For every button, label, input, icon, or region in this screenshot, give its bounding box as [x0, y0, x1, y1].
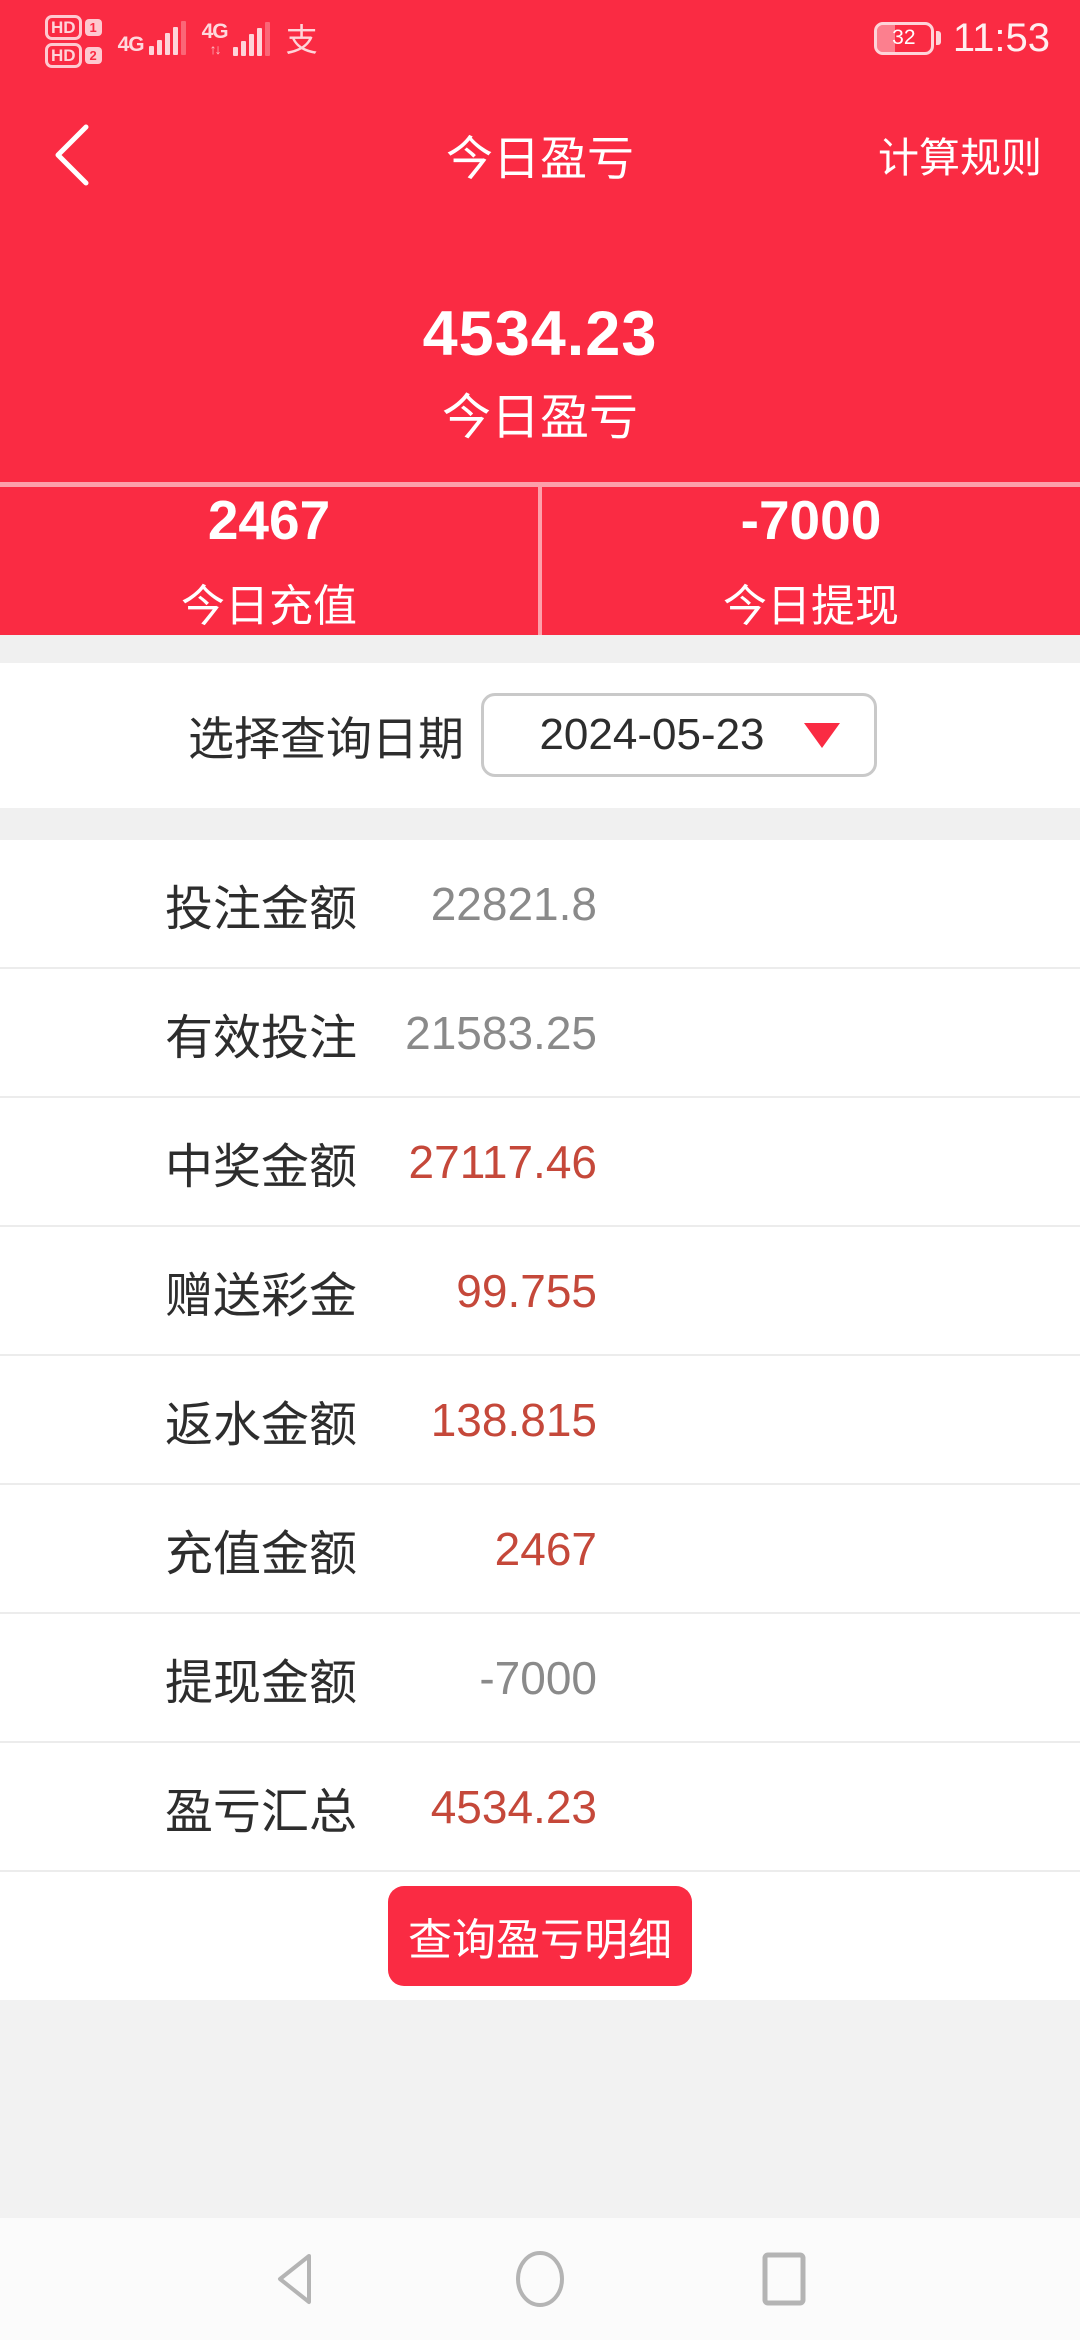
battery-nub — [935, 31, 941, 45]
row-value: 27117.46 — [408, 1135, 597, 1188]
volte-hd1-icon: HD 1 — [45, 14, 102, 40]
battery-fill — [876, 24, 896, 52]
sim1-signal-icon: 4G — [118, 21, 186, 55]
status-left-cluster: HD 1 HD 2 4G 4G ↑↓ 支 — [45, 9, 318, 68]
date-filter-label: 选择查询日期 — [188, 712, 464, 765]
volte-hd2-icon: HD 2 — [45, 42, 102, 68]
row-label: 返水金额 — [165, 1398, 358, 1452]
data-activity-arrows-icon: ↑↓ — [209, 40, 222, 57]
stat-cell-withdraw: -7000 今日提现 — [542, 487, 1080, 635]
nav-recents-button[interactable] — [756, 2249, 812, 2309]
hd2-label: HD — [45, 42, 82, 68]
row-value: 138.815 — [430, 1393, 597, 1446]
table-row: 返水金额 138.815 — [0, 1356, 1080, 1485]
row-label: 盈亏汇总 — [165, 1785, 358, 1839]
withdraw-value: -7000 — [740, 489, 882, 551]
deposit-label: 今日充值 — [181, 582, 357, 631]
nav-home-circle-icon — [516, 2251, 564, 2307]
status-time: 11:53 — [952, 15, 1050, 60]
row-label: 提现金额 — [165, 1656, 358, 1710]
action-band: 查询盈亏明细 — [0, 1872, 1080, 2000]
table-row: 投注金额 22821.8 — [0, 840, 1080, 969]
row-value: 22821.8 — [430, 877, 597, 930]
sim2-signal-bars-icon — [232, 21, 270, 56]
table-row: 中奖金额 27117.46 — [0, 1098, 1080, 1227]
status-right-cluster: 32 11:53 — [873, 15, 1050, 61]
nav-home-button[interactable] — [512, 2249, 568, 2309]
back-chevron-icon — [55, 124, 89, 186]
status-bar: HD 1 HD 2 4G 4G ↑↓ 支 — [0, 0, 1080, 70]
sim2-network-label: 4G — [201, 19, 229, 43]
row-label: 投注金额 — [165, 882, 358, 936]
date-filter-row: 选择查询日期 2024-05-23 — [0, 663, 1080, 808]
sim2-signal-icon: 4G ↑↓ — [202, 21, 270, 56]
table-row: 赠送彩金 99.755 — [0, 1227, 1080, 1356]
alipay-app-icon: 支 — [285, 22, 318, 58]
vertical-divider — [538, 487, 542, 635]
row-value: -7000 — [479, 1651, 597, 1704]
nav-recents-square-icon — [762, 2252, 806, 2306]
row-label: 赠送彩金 — [165, 1269, 358, 1323]
query-detail-button[interactable]: 查询盈亏明细 — [388, 1886, 692, 1986]
stat-cell-deposit: 2467 今日充值 — [0, 487, 538, 635]
stats-row: 2467 今日充值 -7000 今日提现 — [0, 487, 1080, 635]
row-value: 99.755 — [456, 1264, 597, 1317]
top-red-section: HD 1 HD 2 4G 4G ↑↓ 支 — [0, 0, 1080, 635]
sim1-signal-bars-icon — [148, 21, 186, 55]
nav-back-button[interactable] — [268, 2249, 324, 2309]
dropdown-arrow-icon — [804, 722, 840, 748]
hd1-badge: 1 — [84, 18, 102, 36]
table-row: 充值金额 2467 — [0, 1485, 1080, 1614]
page-title: 今日盈亏 — [446, 131, 634, 185]
deposit-value: 2467 — [207, 489, 331, 551]
today-profit-amount: 4534.23 — [422, 299, 658, 369]
table-row: 有效投注 21583.25 — [0, 969, 1080, 1098]
row-label: 中奖金额 — [165, 1140, 358, 1194]
battery-percent: 32 — [892, 26, 916, 49]
calc-rules-link[interactable]: 计算规则 — [878, 135, 1042, 181]
battery-icon: 32 — [873, 21, 941, 55]
date-select[interactable]: 2024-05-23 — [481, 693, 877, 777]
nav-back-triangle-icon — [278, 2254, 311, 2304]
gray-band — [0, 808, 1080, 840]
gray-band — [0, 635, 1080, 663]
back-button[interactable] — [48, 120, 104, 190]
hd2-badge: 2 — [84, 46, 102, 64]
summary-table: 投注金额 22821.8 有效投注 21583.25 中奖金额 27117.46… — [0, 840, 1080, 1872]
row-value: 2467 — [494, 1522, 597, 1575]
row-value: 4534.23 — [430, 1780, 597, 1833]
sim1-network-label: 4G — [117, 33, 145, 56]
volte-hd-icons: HD 1 HD 2 — [45, 14, 102, 68]
table-row: 提现金额 -7000 — [0, 1614, 1080, 1743]
date-select-value: 2024-05-23 — [539, 710, 765, 759]
row-label: 充值金额 — [165, 1527, 358, 1581]
header-bar: 今日盈亏 计算规则 — [0, 104, 1080, 204]
hd1-label: HD — [45, 14, 82, 40]
withdraw-label: 今日提现 — [723, 582, 899, 631]
today-profit-label: 今日盈亏 — [441, 391, 638, 445]
table-row: 盈亏汇总 4534.23 — [0, 1743, 1080, 1872]
horizontal-divider — [0, 482, 1080, 487]
row-label: 有效投注 — [165, 1011, 358, 1065]
bottom-filler — [0, 2000, 1080, 2218]
android-nav-bar — [0, 2218, 1080, 2340]
row-value: 21583.25 — [405, 1006, 597, 1059]
